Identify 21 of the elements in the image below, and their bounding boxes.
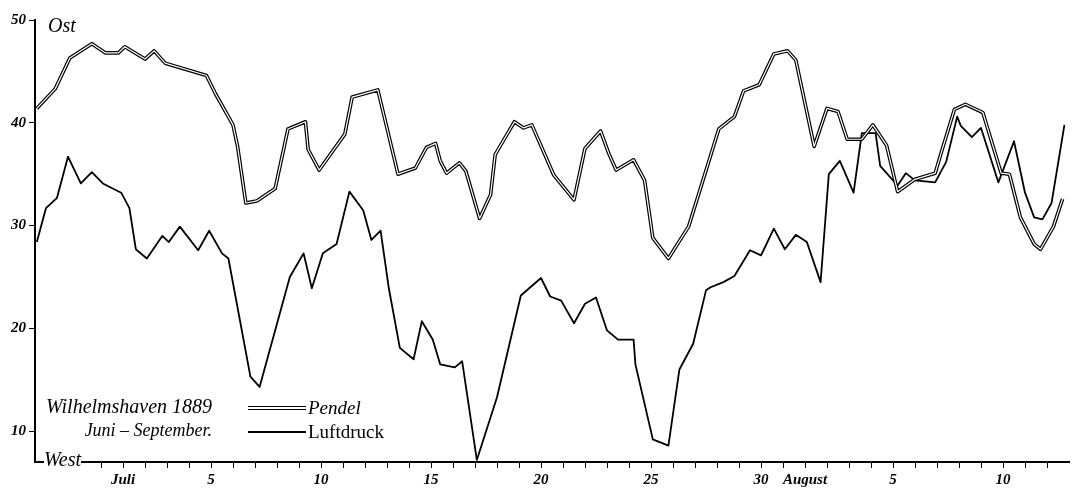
legend-label: Luftdruck (308, 420, 384, 444)
annotation: West (44, 448, 82, 471)
x-tick-label: August (781, 470, 828, 487)
y-tick-label: 40 (10, 113, 27, 130)
x-tick-label: 15 (423, 470, 439, 487)
text: Wilhelmshaven 1889 (46, 394, 213, 418)
x-tick-label: Juli (109, 470, 136, 487)
legend-label: Pendel (308, 396, 361, 420)
y-tick-label: 50 (11, 10, 27, 27)
x-tick-label: 25 (642, 470, 659, 487)
x-tick-label: 5 (207, 470, 216, 487)
x-tick-label: 20 (532, 470, 549, 487)
y-tick-label: 20 (10, 319, 27, 336)
x-tick-label: 30 (752, 470, 769, 487)
text: Juni – September. (83, 419, 213, 442)
y-tick-label: 10 (11, 422, 27, 439)
x-tick-label: 10 (313, 470, 329, 487)
x-tick-label: 10 (995, 470, 1011, 487)
annotation: Ost (48, 14, 76, 37)
y-tick-label: 30 (10, 216, 27, 233)
x-tick-label: 5 (889, 470, 898, 487)
